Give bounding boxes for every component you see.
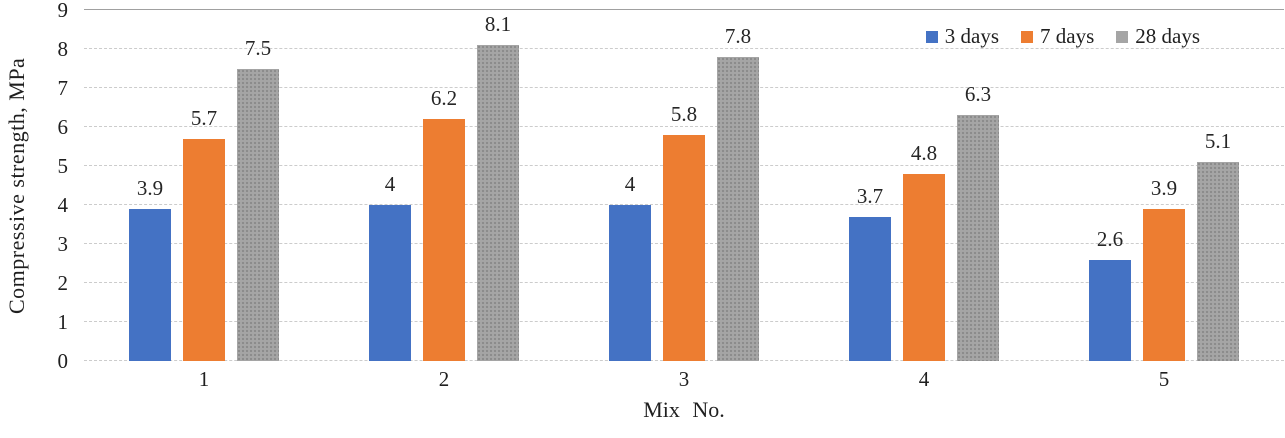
y-tick-label: 3 (57, 232, 69, 256)
bar-group-mix-4: 3.7 4.8 6.3 (804, 10, 1044, 361)
bar-value-label: 4.8 (910, 140, 938, 165)
bar-7-days-mix-1 (183, 138, 225, 361)
x-tick-label-4: 4 (918, 367, 930, 391)
bar-value-label: 7.5 (244, 35, 272, 60)
legend-swatch-icon (1021, 30, 1033, 43)
x-tick-label-1: 1 (198, 367, 210, 391)
bar-column: 6.3 (957, 82, 999, 361)
bar-28-days-mix-4 (957, 115, 999, 361)
bar-28-days-mix-3 (717, 56, 759, 361)
y-tick-label: 1 (57, 310, 69, 334)
legend-item-7-days: 7 days (1021, 24, 1094, 49)
bar-7-days-mix-2 (423, 119, 465, 361)
y-tick-label: 9 (57, 0, 69, 22)
bar-7-days-mix-5 (1143, 208, 1185, 361)
plot-area: 3.9 5.7 7.5 4 6.2 8.1 4 5.8 7.8 3.7 4.8 6.3 2.6 3.9 5.… (84, 9, 1284, 361)
legend-item-3-days: 3 days (925, 24, 999, 49)
bar-column: 3.9 (129, 176, 171, 361)
bar-value-label: 5.1 (1204, 129, 1232, 154)
bar-column: 5.7 (183, 106, 225, 361)
y-tick-label: 5 (57, 154, 69, 178)
bar-column: 6.2 (423, 86, 465, 361)
gridline-y8 (84, 48, 1284, 49)
bar-value-label: 4 (624, 172, 636, 196)
legend: 3 days 7 days 28 days (925, 24, 1200, 49)
y-axis-tick-labels: 0 1 2 3 4 5 6 7 8 9 (0, 0, 70, 438)
bar-column: 7.5 (237, 35, 279, 361)
x-axis-title: Mix No. (643, 397, 725, 422)
bar-value-label: 8.1 (484, 12, 512, 37)
bar-column: 3.9 (1143, 176, 1185, 361)
x-axis-tick-labels: 1 2 3 4 5 (84, 366, 1284, 394)
bar-column: 7.8 (717, 24, 759, 361)
bar-value-label: 6.3 (964, 82, 992, 107)
x-tick-label-3: 3 (678, 367, 690, 391)
bar-value-label: 7.8 (724, 23, 752, 48)
bar-column: 8.1 (477, 12, 519, 361)
bar-group-mix-1: 3.9 5.7 7.5 (84, 10, 324, 361)
legend-label: 28 days (1135, 24, 1200, 48)
bar-group-mix-2: 4 6.2 8.1 (324, 10, 564, 361)
x-tick-label-2: 2 (438, 367, 450, 391)
legend-label: 7 days (1040, 24, 1095, 48)
bar-3-days-mix-2 (369, 205, 411, 361)
bar-28-days-mix-2 (477, 45, 519, 361)
bar-3-days-mix-5 (1089, 259, 1131, 361)
bar-value-label: 3.9 (136, 175, 164, 200)
x-tick-label-5: 5 (1158, 367, 1170, 391)
bar-value-label: 3.7 (856, 183, 884, 208)
gridline-y9 (84, 9, 1284, 10)
bar-column: 2.6 (1089, 227, 1131, 361)
y-tick-label: 7 (57, 76, 69, 100)
bar-value-label: 6.2 (430, 86, 458, 111)
gridline-y7 (84, 87, 1284, 88)
bar-value-label: 5.7 (190, 105, 218, 130)
bar-column: 3.7 (849, 184, 891, 361)
bar-value-label: 5.8 (670, 101, 698, 126)
bar-28-days-mix-1 (237, 68, 279, 361)
bar-column: 4 (609, 172, 651, 361)
bar-group-mix-5: 2.6 3.9 5.1 (1044, 10, 1284, 361)
y-tick-label: 0 (57, 349, 69, 373)
y-tick-label: 8 (57, 37, 69, 61)
y-tick-label: 6 (57, 115, 69, 139)
legend-swatch-icon (925, 30, 938, 43)
y-tick-label: 2 (57, 271, 69, 295)
bar-value-label: 4 (384, 172, 396, 196)
bar-column: 4.8 (903, 141, 945, 361)
bar-column: 5.1 (1197, 129, 1239, 361)
bar-column: 5.8 (663, 102, 705, 361)
bar-value-label: 3.9 (1150, 175, 1178, 200)
bar-7-days-mix-3 (663, 134, 705, 361)
legend-swatch-icon (1116, 30, 1129, 43)
legend-label: 3 days (944, 24, 999, 48)
bar-group-mix-3: 4 5.8 7.8 (564, 10, 804, 361)
bar-28-days-mix-5 (1197, 162, 1239, 361)
bar-column: 4 (369, 172, 411, 361)
y-tick-label: 4 (57, 193, 69, 217)
gridline-y6 (84, 126, 1284, 127)
bar-value-label: 2.6 (1096, 226, 1124, 251)
bar-3-days-mix-4 (849, 216, 891, 361)
bar-3-days-mix-3 (609, 205, 651, 361)
legend-item-28-days: 28 days (1116, 24, 1200, 49)
bar-7-days-mix-4 (903, 173, 945, 361)
bar-3-days-mix-1 (129, 208, 171, 361)
